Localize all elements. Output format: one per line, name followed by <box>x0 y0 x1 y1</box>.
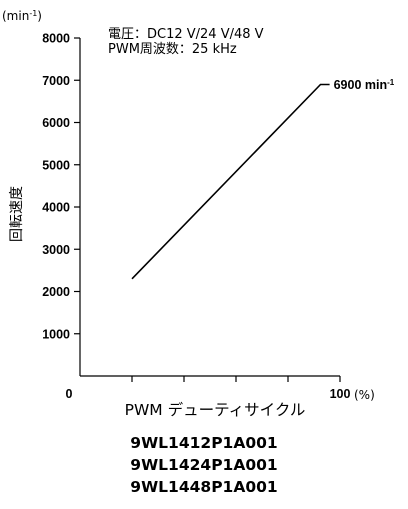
model-number: 9WL1412P1A001 <box>130 434 278 452</box>
model-number: 9WL1448P1A001 <box>130 478 278 496</box>
y-tick-label: 1000 <box>42 327 70 341</box>
speed-line <box>131 83 330 280</box>
y-tick-label: 4000 <box>42 201 70 215</box>
axes <box>79 38 340 377</box>
y-tick-label: 2000 <box>42 285 70 299</box>
x-unit-label: (%) <box>354 388 375 402</box>
model-number: 9WL1424P1A001 <box>130 456 278 474</box>
series-layer <box>131 83 330 280</box>
condition-pwm-frequency: PWM周波数：25 kHz <box>108 42 237 57</box>
y-tick-label: 8000 <box>42 32 70 46</box>
y-tick-label: 6000 <box>42 116 70 130</box>
model-list: 9WL1412P1A001 9WL1424P1A001 9WL1448P1A00… <box>0 432 408 498</box>
y-tick-label: 3000 <box>42 243 70 257</box>
x-ticks: 100 <box>131 376 351 401</box>
y-tick-label: 0 <box>66 387 73 401</box>
y-axis-title: 回転速度 <box>9 186 25 242</box>
rpm-chart: (min-1) 電圧：DC12 V/24 V/48 V PWM周波数：25 kH… <box>2 9 395 419</box>
y-ticks: 0 1000 2000 3000 4000 5000 6000 7000 8000 <box>42 32 80 401</box>
y-unit-label: (min-1) <box>2 9 42 23</box>
max-speed-annotation: 6900 min-1 <box>334 78 395 92</box>
x-tick-label: 100 <box>330 387 351 401</box>
y-tick-label: 5000 <box>42 158 70 172</box>
condition-voltage: 電圧：DC12 V/24 V/48 V <box>108 27 264 42</box>
y-tick-label: 7000 <box>42 74 70 88</box>
x-axis-title: PWM デューティサイクル <box>125 400 306 419</box>
